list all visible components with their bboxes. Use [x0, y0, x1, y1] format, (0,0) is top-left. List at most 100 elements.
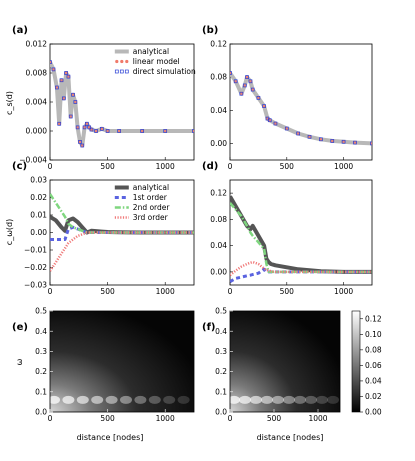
data-point-linear-model: [64, 71, 68, 75]
heatmap-band-blob: [120, 395, 132, 404]
colorbar-ticks: 0.00 0.02 0.04 0.06 0.08 0.10 0.12: [360, 314, 382, 417]
colorbar-tick-label: 0.00: [365, 408, 382, 417]
data-point-direct-simulation: [50, 60, 52, 64]
y-tick-label: 0.0: [35, 408, 47, 417]
data-point-direct-simulation: [78, 140, 82, 144]
data-point-direct-simulation: [64, 71, 68, 75]
data-point-direct-simulation: [61, 96, 66, 101]
y-tick-label: 0.5: [215, 307, 227, 316]
heatmap-field: [50, 311, 194, 412]
data-point-linear-model: [100, 127, 104, 131]
heatmap-band-blob: [272, 395, 284, 404]
panel-f: (f) 0 500 1000 0.0 0.1 0.2 0.3 0.4 0.5 distance …: [202, 307, 341, 442]
legend-marker: [125, 59, 129, 64]
data-point-direct-simulation: [341, 139, 346, 144]
data-point-direct-simulation: [296, 131, 301, 136]
series-line-3rd-order: [50, 231, 194, 272]
colorbar-tick-label: 0.02: [365, 392, 382, 401]
x-tick-label: 1000: [156, 414, 175, 423]
series-line-3rd-order: [230, 260, 372, 277]
x-tick-label: 0: [228, 162, 233, 171]
y-tick-label: 0.0: [215, 408, 227, 417]
data-point-direct-simulation: [117, 129, 121, 133]
data-point-linear-model: [80, 143, 85, 148]
heatmap-band-blob: [283, 395, 295, 404]
data-point-linear-model: [307, 135, 312, 139]
panel-label: (b): [202, 25, 218, 36]
heatmap-band-blob: [148, 395, 161, 404]
y-tick-label: −0.01: [24, 246, 47, 255]
panel-label: (c): [12, 161, 27, 172]
y-tick-label: 0.08: [210, 215, 227, 224]
y-tick-label: −0.004: [19, 156, 47, 165]
data-point-linear-model: [66, 74, 71, 79]
y-tick-label: 0.08: [210, 73, 227, 82]
x-tick-label: 500: [267, 414, 282, 423]
data-point-direct-simulation: [71, 92, 75, 97]
data-point-linear-model: [233, 79, 238, 84]
data-point-direct-simulation: [319, 137, 323, 142]
data-point-direct-simulation: [75, 125, 80, 130]
heatmap-field: [230, 311, 340, 412]
data-point-linear-model: [85, 121, 89, 126]
y-tick-label: 0.000: [26, 127, 48, 136]
y-tick-label: 0.01: [30, 211, 47, 220]
plot-area: 0 500 1000 0.0 0.1 0.2 0.3 0.4 0.5: [35, 307, 195, 423]
x-tick-label: 500: [280, 287, 295, 296]
y-tick-label: 0.00: [210, 267, 227, 276]
data-point-direct-simulation: [99, 126, 104, 131]
heatmap-band-blob: [105, 395, 118, 404]
data-point-linear-model: [256, 96, 261, 100]
data-point-direct-simulation: [51, 67, 56, 72]
x-tick-label: 0: [48, 414, 53, 423]
y-tick-label: 0.012: [26, 40, 48, 49]
y-tick-label: −0.02: [24, 263, 47, 272]
panel-e: (e) ω 0 500 1000 0.0 0.1 0.2 0.3 0.4 0.5 distanc…: [12, 307, 195, 442]
data-point-linear-model: [353, 140, 357, 145]
panel-label: (e): [12, 322, 28, 333]
y-tick-label: 0.12: [210, 40, 227, 49]
legend-marker: [120, 59, 124, 64]
colorbar-tick-label: 0.08: [365, 345, 382, 354]
data-point-direct-simulation: [233, 79, 238, 84]
y-tick-label: 0.00: [210, 139, 227, 148]
data-point-linear-model: [341, 139, 346, 144]
x-axis-label: distance [nodes]: [257, 433, 324, 442]
data-point-direct-simulation: [273, 121, 278, 126]
x-tick-label: 0: [48, 287, 53, 296]
data-point-linear-model: [71, 92, 75, 97]
y-tick-label: 0.12: [210, 189, 227, 198]
y-tick-label: 0.04: [210, 106, 227, 115]
legend-label: 1st order: [133, 193, 168, 202]
heatmap-band-blob: [261, 395, 273, 404]
heatmap-band-blob: [294, 395, 306, 404]
data-point-direct-simulation: [105, 129, 110, 133]
y-tick-label: 0.03: [30, 176, 47, 185]
data-point-linear-model: [248, 79, 253, 84]
heatmap-band-blob: [50, 395, 60, 404]
data-point-linear-model: [55, 85, 59, 90]
data-point-direct-simulation: [68, 114, 73, 119]
data-point-linear-model: [57, 121, 62, 126]
data-point-direct-simulation: [262, 104, 266, 108]
data-point-linear-model: [245, 75, 249, 79]
y-tick-label: −0.03: [24, 281, 47, 290]
data-point-linear-model: [59, 78, 64, 83]
data-point-direct-simulation: [256, 96, 261, 100]
data-point-linear-model: [51, 67, 56, 72]
x-tick-label: 500: [100, 287, 115, 296]
data-point-direct-simulation: [57, 121, 62, 126]
y-tick-label: 0.00: [30, 228, 47, 237]
data-point-direct-simulation: [55, 85, 59, 90]
y-tick-label: 0.02: [30, 193, 47, 202]
plot-area: 0 500 1000 −0.03 −0.02 −0.01 0.00 0.01 0.02 0.03 a…: [24, 176, 195, 296]
data-point-direct-simulation: [66, 74, 71, 79]
x-tick-label: 500: [280, 162, 295, 171]
data-point-direct-simulation: [192, 129, 194, 133]
y-tick-label: 0.008: [26, 69, 48, 78]
data-point-linear-model: [319, 137, 323, 142]
data-point-linear-model: [68, 114, 73, 119]
colorbar-gradient: [351, 310, 361, 413]
data-point-linear-model: [73, 100, 78, 104]
data-point-direct-simulation: [59, 78, 64, 83]
